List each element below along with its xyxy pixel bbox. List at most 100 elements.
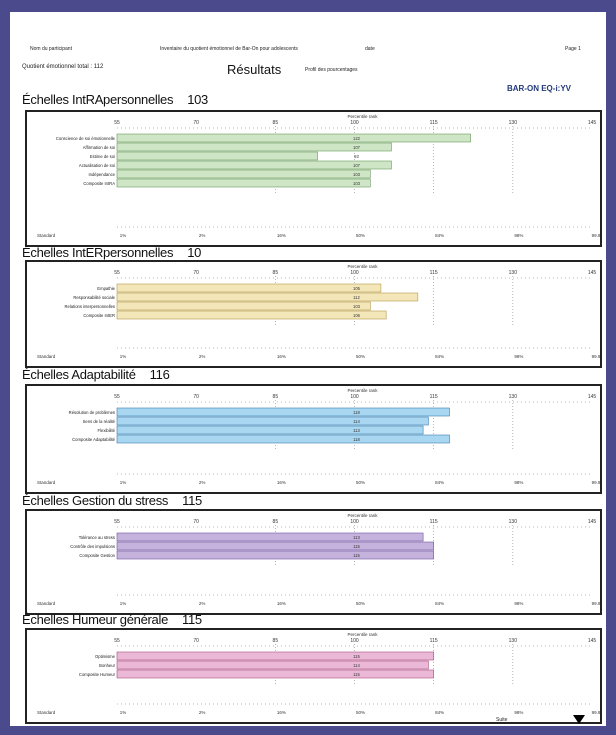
- percentile-tick-label: 98%: [514, 710, 523, 715]
- top-tick-label: 100: [350, 270, 359, 276]
- score-bar: [116, 133, 471, 143]
- top-tick-label: 145: [588, 638, 597, 644]
- row-label: Résolution de problèmes: [69, 410, 115, 415]
- score-bar: [116, 407, 450, 417]
- top-tick-label: 130: [509, 270, 518, 276]
- bar-value-label: 105: [353, 286, 361, 291]
- score-bar: [116, 169, 371, 179]
- page-subtitle: Profil des pourcentages: [305, 67, 358, 73]
- bar-value-label: 103: [353, 172, 361, 177]
- bar-value-label: 112: [353, 295, 360, 300]
- percentile-tick-label: 50%: [356, 710, 365, 715]
- row-label: Relations interpersonnelles: [64, 304, 115, 309]
- percentile-tick-label: 2%: [199, 233, 206, 238]
- row-label: Contrôle des impulsions: [70, 544, 115, 549]
- percentile-tick-label: 98%: [514, 233, 523, 238]
- percentile-tick-label: 1%: [120, 354, 127, 359]
- percentile-tick-label: 1%: [120, 233, 127, 238]
- percentile-tick-label: 50%: [356, 354, 365, 359]
- percentile-tick-label: 99.9%: [592, 233, 600, 238]
- section-score: 115: [182, 493, 202, 508]
- scale-chart: Percentile rank 55 70 85 100 115 130 145 Empathi…: [37, 264, 600, 359]
- percentile-tick-label: 99.9%: [592, 480, 600, 485]
- row-label: Flexibilité: [98, 428, 116, 433]
- row-label: Sens de la réalité: [83, 419, 116, 424]
- score-bar: [116, 416, 429, 426]
- scale-panel: Percentile rank 55 70 85 100 115 130 145 Empathi…: [25, 260, 602, 368]
- score-bar: [116, 310, 387, 320]
- score-bar: [116, 660, 429, 670]
- score-bar: [116, 532, 424, 542]
- percentile-tick-label: 98%: [514, 480, 523, 485]
- axis-caption: Percentile rank: [347, 264, 378, 269]
- bottom-axis-label: Standard: [37, 480, 56, 485]
- row-label: Composite Humeur: [79, 672, 116, 677]
- top-tick-label: 70: [193, 519, 199, 525]
- top-tick-label: 130: [509, 638, 518, 644]
- percentile-tick-label: 2%: [199, 354, 206, 359]
- bar-value-label: 115: [353, 544, 360, 549]
- top-tick-label: 70: [193, 120, 199, 126]
- footer-text: Suite: [496, 717, 508, 723]
- scale-panel: Percentile rank 55 70 85 100 115 130 145 Toléran…: [25, 509, 602, 615]
- report-subtitle-line: Inventaire du quotient émotionnel de Bar…: [160, 46, 298, 52]
- total-eq-score: Quotient émotionnel total : 112: [22, 64, 104, 70]
- percentile-tick-label: 98%: [514, 354, 523, 359]
- percentile-tick-label: 84%: [435, 710, 444, 715]
- publisher-logo: BAR-ON EQ-i:YV: [507, 84, 571, 93]
- bar-value-label: 115: [353, 553, 360, 558]
- percentile-tick-label: 16%: [277, 601, 286, 606]
- percentile-tick-label: 1%: [120, 480, 127, 485]
- top-tick-label: 70: [193, 638, 199, 644]
- score-bar: [116, 651, 434, 661]
- score-bar: [116, 178, 371, 188]
- top-tick-label: 115: [430, 519, 438, 525]
- report-page: Nom du participant Inventaire du quotien…: [10, 12, 606, 726]
- bar-value-label: 115: [353, 654, 360, 659]
- bar-value-label: 106: [353, 313, 361, 318]
- scale-panel: Percentile rank 55 70 85 100 115 130 145 Optimis…: [25, 628, 602, 724]
- participant-name: Nom du participant: [30, 46, 72, 52]
- section-title: Échelles Adaptabilité 116: [22, 367, 170, 382]
- next-page-arrow-icon[interactable]: [573, 715, 585, 724]
- bar-value-label: 107: [353, 145, 361, 150]
- section-score: 116: [149, 367, 170, 382]
- top-tick-label: 130: [509, 519, 518, 525]
- percentile-tick-label: 84%: [435, 601, 444, 606]
- percentile-tick-label: 50%: [356, 480, 365, 485]
- row-label: Empathie: [97, 286, 115, 291]
- bottom-axis-label: Standard: [37, 710, 56, 715]
- percentile-tick-label: 99.9%: [592, 710, 600, 715]
- section-title: Échelles IntRApersonnelles 103: [22, 92, 208, 107]
- percentile-tick-label: 99.9%: [592, 354, 600, 359]
- top-tick-label: 115: [430, 638, 438, 644]
- scale-chart: Percentile rank 55 70 85 100 115 130 145 Toléran…: [37, 513, 600, 606]
- section-title-text: Échelles Gestion du stress: [22, 493, 169, 508]
- top-tick-label: 85: [273, 270, 279, 276]
- score-bar: [116, 142, 392, 152]
- bar-value-label: 113: [353, 535, 360, 540]
- section-title-text: Échelles IntERpersonnelles: [22, 245, 174, 260]
- top-tick-label: 115: [430, 120, 438, 126]
- top-tick-label: 145: [588, 270, 597, 276]
- percentile-tick-label: 50%: [356, 601, 365, 606]
- percentile-tick-label: 16%: [277, 233, 286, 238]
- percentile-tick-label: 2%: [199, 710, 206, 715]
- score-bar: [116, 425, 424, 435]
- section-score: 103: [187, 92, 208, 107]
- section-title: Échelles IntERpersonnelles 10: [22, 245, 201, 260]
- bar-value-label: 115: [353, 672, 360, 677]
- bar-value-label: 118: [353, 437, 360, 442]
- top-tick-label: 55: [114, 519, 120, 525]
- row-label: Affirmation de soi: [83, 145, 115, 150]
- bar-value-label: 103: [353, 304, 361, 309]
- section-title: Échelles Gestion du stress 115: [22, 493, 202, 508]
- percentile-tick-label: 84%: [435, 233, 444, 238]
- score-bar: [116, 160, 392, 170]
- top-tick-label: 145: [588, 394, 597, 400]
- bar-value-label: 114: [353, 663, 360, 668]
- page-title: Résultats: [227, 62, 282, 77]
- scale-chart: Percentile rank 55 70 85 100 115 130 145 Conscie…: [37, 114, 600, 238]
- row-label: Composite Gestion: [79, 553, 115, 558]
- section-title-text: Échelles Adaptabilité: [22, 367, 136, 382]
